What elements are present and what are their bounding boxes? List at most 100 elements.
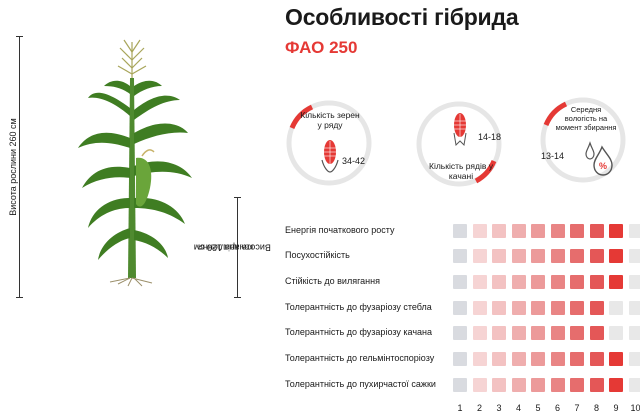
- moisture-label-line3: момент збирання: [555, 123, 617, 132]
- score-cell: [570, 326, 584, 340]
- score-cell: [628, 326, 640, 340]
- score-cell: [589, 249, 604, 263]
- moisture-label-line1: Середня: [570, 105, 602, 114]
- score-cell: [570, 378, 584, 392]
- score-cell: [511, 352, 526, 366]
- trait-score-scale: [453, 249, 640, 263]
- score-cell: [589, 378, 604, 392]
- score-cell: [453, 224, 467, 238]
- score-cell: [531, 275, 545, 289]
- trait-row: Толерантність до фузаріозу качана: [285, 326, 640, 340]
- score-cell: [511, 326, 526, 340]
- trait-row: Стійкість до вилягання: [285, 275, 640, 289]
- score-cell: [492, 249, 506, 263]
- score-cell: [550, 275, 565, 289]
- score-cell: [550, 249, 565, 263]
- moisture-stat: Середня вологість на момент збирання 13-…: [538, 95, 628, 185]
- trait-name: Толерантність до гельмінтоспоріозу: [285, 353, 435, 363]
- score-cell: [472, 249, 487, 263]
- corn-plant-illustration: [78, 39, 192, 287]
- trait-name: Посухостійкість: [285, 250, 350, 260]
- score-cell: [628, 378, 640, 392]
- page-title: Особливості гібрида: [285, 4, 519, 30]
- score-cell: [492, 301, 506, 315]
- score-cell: [628, 352, 640, 366]
- score-cell: [492, 326, 506, 340]
- rows-per-ear-stat: 14-18 Кількість рядів у качані: [414, 99, 504, 189]
- moisture-label-line2: вологість на: [564, 114, 608, 123]
- score-cell: [609, 378, 623, 392]
- moisture-value: 13-14: [541, 151, 565, 161]
- scale-number: 8: [593, 403, 599, 413]
- score-cell: [453, 352, 467, 366]
- score-cell: [570, 352, 584, 366]
- trait-score-scale: [453, 224, 640, 238]
- score-cell: [511, 378, 526, 392]
- trait-row: Толерантність до гельмінтоспоріозу: [285, 352, 640, 366]
- score-cell: [511, 275, 526, 289]
- score-cell: [628, 301, 640, 315]
- score-cell: [511, 301, 526, 315]
- score-cell: [492, 352, 506, 366]
- score-cell: [628, 224, 640, 238]
- score-cell: [492, 224, 506, 238]
- plant-height-bracket: [16, 36, 23, 298]
- grains-per-row-label-line2: у ряду: [317, 120, 343, 130]
- scale-number: 4: [515, 403, 521, 413]
- score-cell: [472, 301, 487, 315]
- scale-number: 1: [457, 403, 463, 413]
- score-cell: [550, 224, 565, 238]
- rows-per-ear-label-line1: Кількість рядів у: [429, 161, 493, 171]
- score-cell: [453, 378, 467, 392]
- scale-number: 7: [574, 403, 580, 413]
- percent-symbol: %: [599, 161, 607, 171]
- score-cell: [609, 352, 623, 366]
- score-cell: [472, 378, 487, 392]
- score-cell: [589, 301, 604, 315]
- score-cell: [589, 224, 604, 238]
- score-cell: [511, 249, 526, 263]
- score-cell: [570, 224, 584, 238]
- scale-number: 9: [613, 403, 619, 413]
- grains-per-row-label-line1: Кількість зерен: [300, 110, 360, 120]
- score-cell: [550, 301, 565, 315]
- scale-number: 10: [630, 403, 640, 413]
- score-cell: [453, 301, 467, 315]
- score-cell: [609, 326, 623, 340]
- score-cell: [531, 326, 545, 340]
- score-cell: [472, 275, 487, 289]
- score-cell: [609, 249, 623, 263]
- score-cell: [570, 301, 584, 315]
- score-cell: [628, 275, 640, 289]
- corn-cob-icon: [321, 140, 339, 173]
- trait-name: Толерантність до пухирчастої сажки: [285, 379, 436, 389]
- score-cell: [472, 224, 487, 238]
- trait-name: Енергія початкового росту: [285, 225, 395, 235]
- score-cell: [589, 352, 604, 366]
- score-cell: [570, 249, 584, 263]
- corn-ear-icon: [453, 113, 467, 147]
- score-cell: [609, 301, 623, 315]
- grains-per-row-stat: Кількість зерен у ряду 34-42: [284, 98, 374, 188]
- trait-score-scale: [453, 275, 640, 289]
- trait-score-scale: [453, 352, 640, 366]
- score-cell: [531, 301, 545, 315]
- scale-number: 2: [476, 403, 482, 413]
- water-drop-icon: %: [585, 141, 613, 176]
- score-cell: [531, 378, 545, 392]
- scale-number: 5: [535, 403, 541, 413]
- trait-name: Стійкість до вилягання: [285, 276, 380, 286]
- scale-number: 3: [496, 403, 502, 413]
- score-cell: [609, 224, 623, 238]
- trait-row: Посухостійкість: [285, 249, 640, 263]
- score-cell: [609, 275, 623, 289]
- score-cell: [492, 275, 506, 289]
- trait-row: Толерантність до пухирчастої сажки: [285, 378, 640, 392]
- trait-row: Толерантність до фузаріозу стебла: [285, 301, 640, 315]
- score-cell: [453, 275, 467, 289]
- score-cell: [589, 275, 604, 289]
- score-cell: [628, 249, 640, 263]
- score-cell: [550, 378, 565, 392]
- score-cell: [511, 224, 526, 238]
- score-cell: [472, 352, 487, 366]
